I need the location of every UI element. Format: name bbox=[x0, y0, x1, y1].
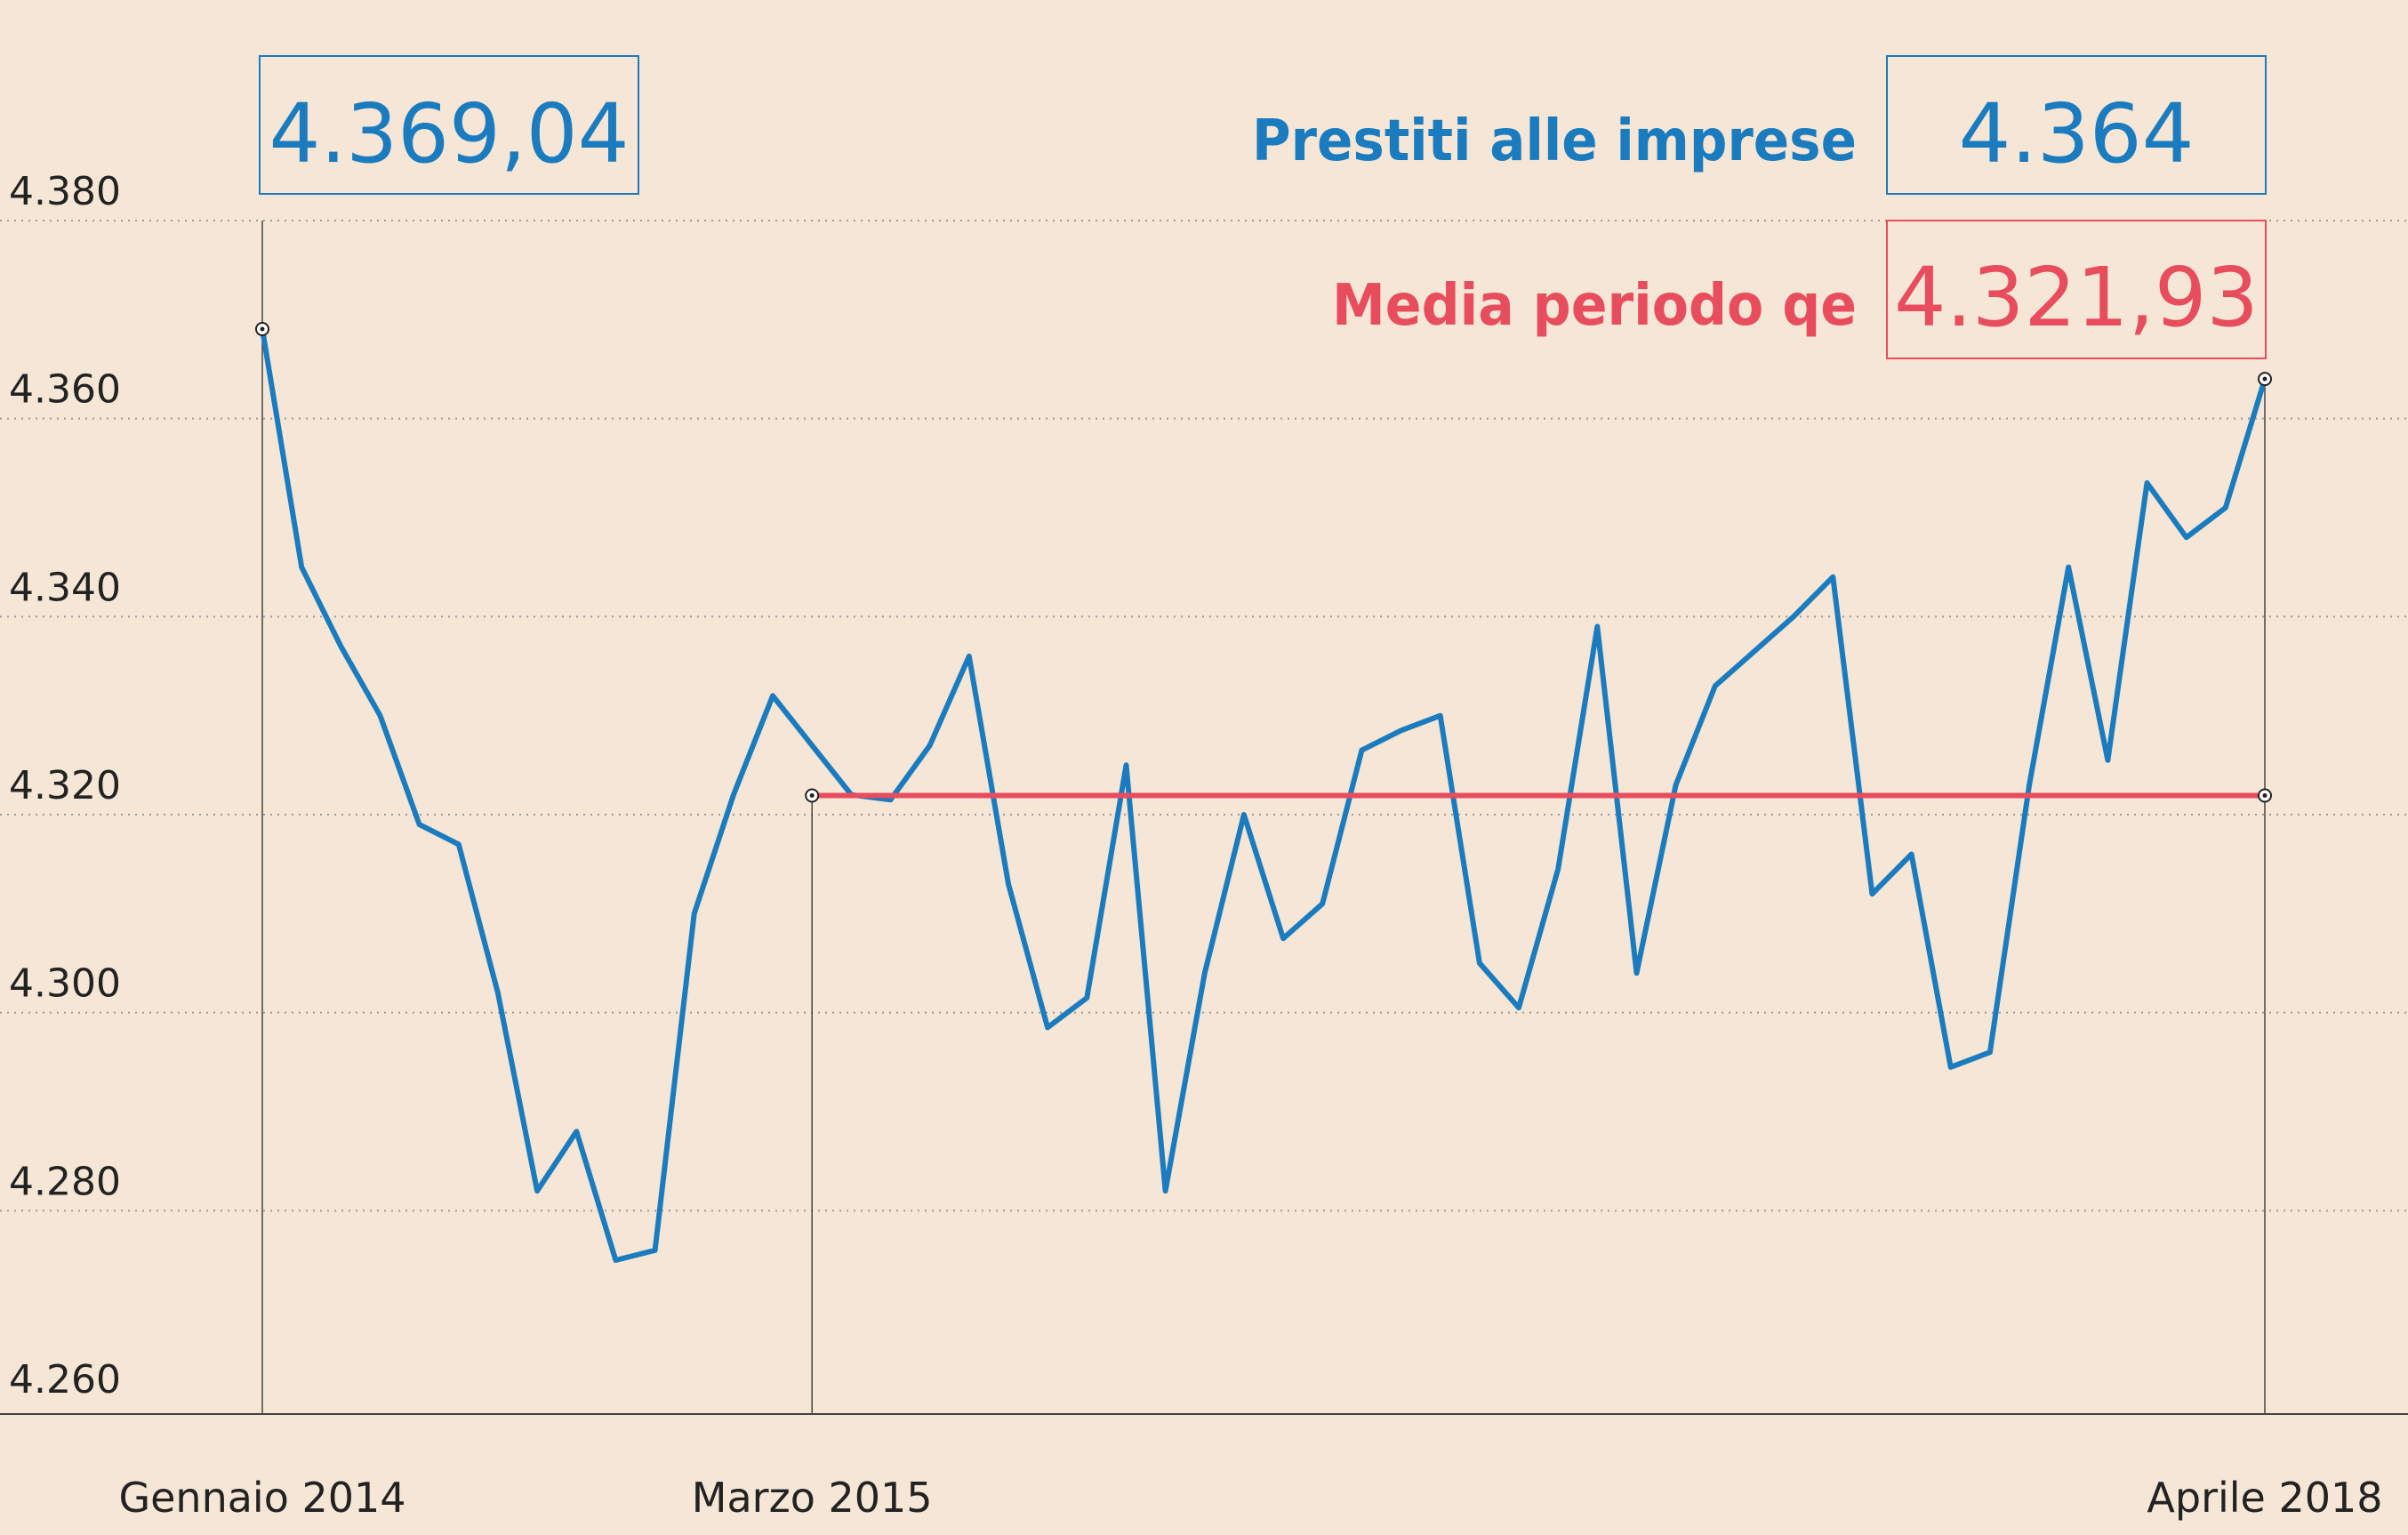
average-value-box bbox=[1886, 220, 2267, 359]
loans-value-text: 4.364 bbox=[1959, 86, 2195, 181]
start-point-marker bbox=[255, 322, 269, 337]
start-value-box bbox=[259, 55, 639, 195]
loans-legend: Prestiti alle imprese 4.364 bbox=[1252, 55, 2267, 195]
average-legend: Media periodo qe 4.321,93 bbox=[1332, 220, 2267, 359]
start-value-callout: 4.369,04 bbox=[259, 55, 639, 195]
loans-legend-label: Prestiti alle imprese bbox=[1252, 108, 1857, 174]
y-tick-label: 4.360 bbox=[9, 367, 121, 413]
y-tick-label: 4.380 bbox=[9, 169, 121, 214]
average-start-marker bbox=[805, 788, 820, 803]
y-tick-label: 4.280 bbox=[9, 1159, 121, 1204]
average-end-marker bbox=[2258, 788, 2272, 803]
reference-verticals bbox=[261, 221, 2266, 1414]
average-legend-label: Media periodo qe bbox=[1332, 273, 1857, 339]
series bbox=[260, 326, 2268, 1263]
x-tick-label: Gennaio 2014 bbox=[118, 1474, 405, 1522]
y-tick-label: 4.300 bbox=[9, 961, 121, 1007]
x-tick-label: Marzo 2015 bbox=[692, 1474, 933, 1522]
average-value-text: 4.321,93 bbox=[1894, 250, 2259, 345]
loans-series-line bbox=[260, 326, 2268, 1263]
x-tick-label: Aprile 2018 bbox=[2147, 1474, 2382, 1522]
y-tick-label: 4.340 bbox=[9, 565, 121, 610]
start-value-text: 4.369,04 bbox=[269, 86, 630, 181]
point-markers bbox=[255, 322, 2272, 803]
x-tick-labels: Gennaio 2014 Marzo 2015 Aprile 2018 bbox=[118, 1474, 2382, 1522]
y-tick-labels: 4.260 4.280 4.300 4.320 4.340 4.360 4.380 bbox=[9, 169, 121, 1402]
y-tick-label: 4.260 bbox=[9, 1357, 121, 1402]
gridlines bbox=[0, 220, 2408, 1212]
y-tick-label: 4.320 bbox=[9, 763, 121, 808]
loans-value-box bbox=[1886, 55, 2267, 195]
end-point-marker bbox=[2258, 372, 2272, 387]
